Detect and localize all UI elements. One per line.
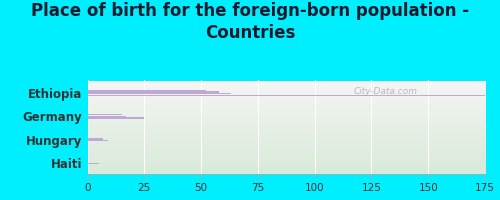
Bar xyxy=(88,163,99,164)
Bar xyxy=(88,116,126,117)
Bar xyxy=(88,91,219,93)
Bar xyxy=(88,117,144,119)
Bar xyxy=(88,114,122,115)
Text: City-Data.com: City-Data.com xyxy=(354,87,418,96)
Bar xyxy=(88,90,206,91)
Bar xyxy=(88,93,231,94)
Bar xyxy=(88,95,485,96)
Bar xyxy=(88,140,108,141)
Text: Place of birth for the foreign-born population -
Countries: Place of birth for the foreign-born popu… xyxy=(31,2,469,42)
Bar xyxy=(88,138,104,140)
